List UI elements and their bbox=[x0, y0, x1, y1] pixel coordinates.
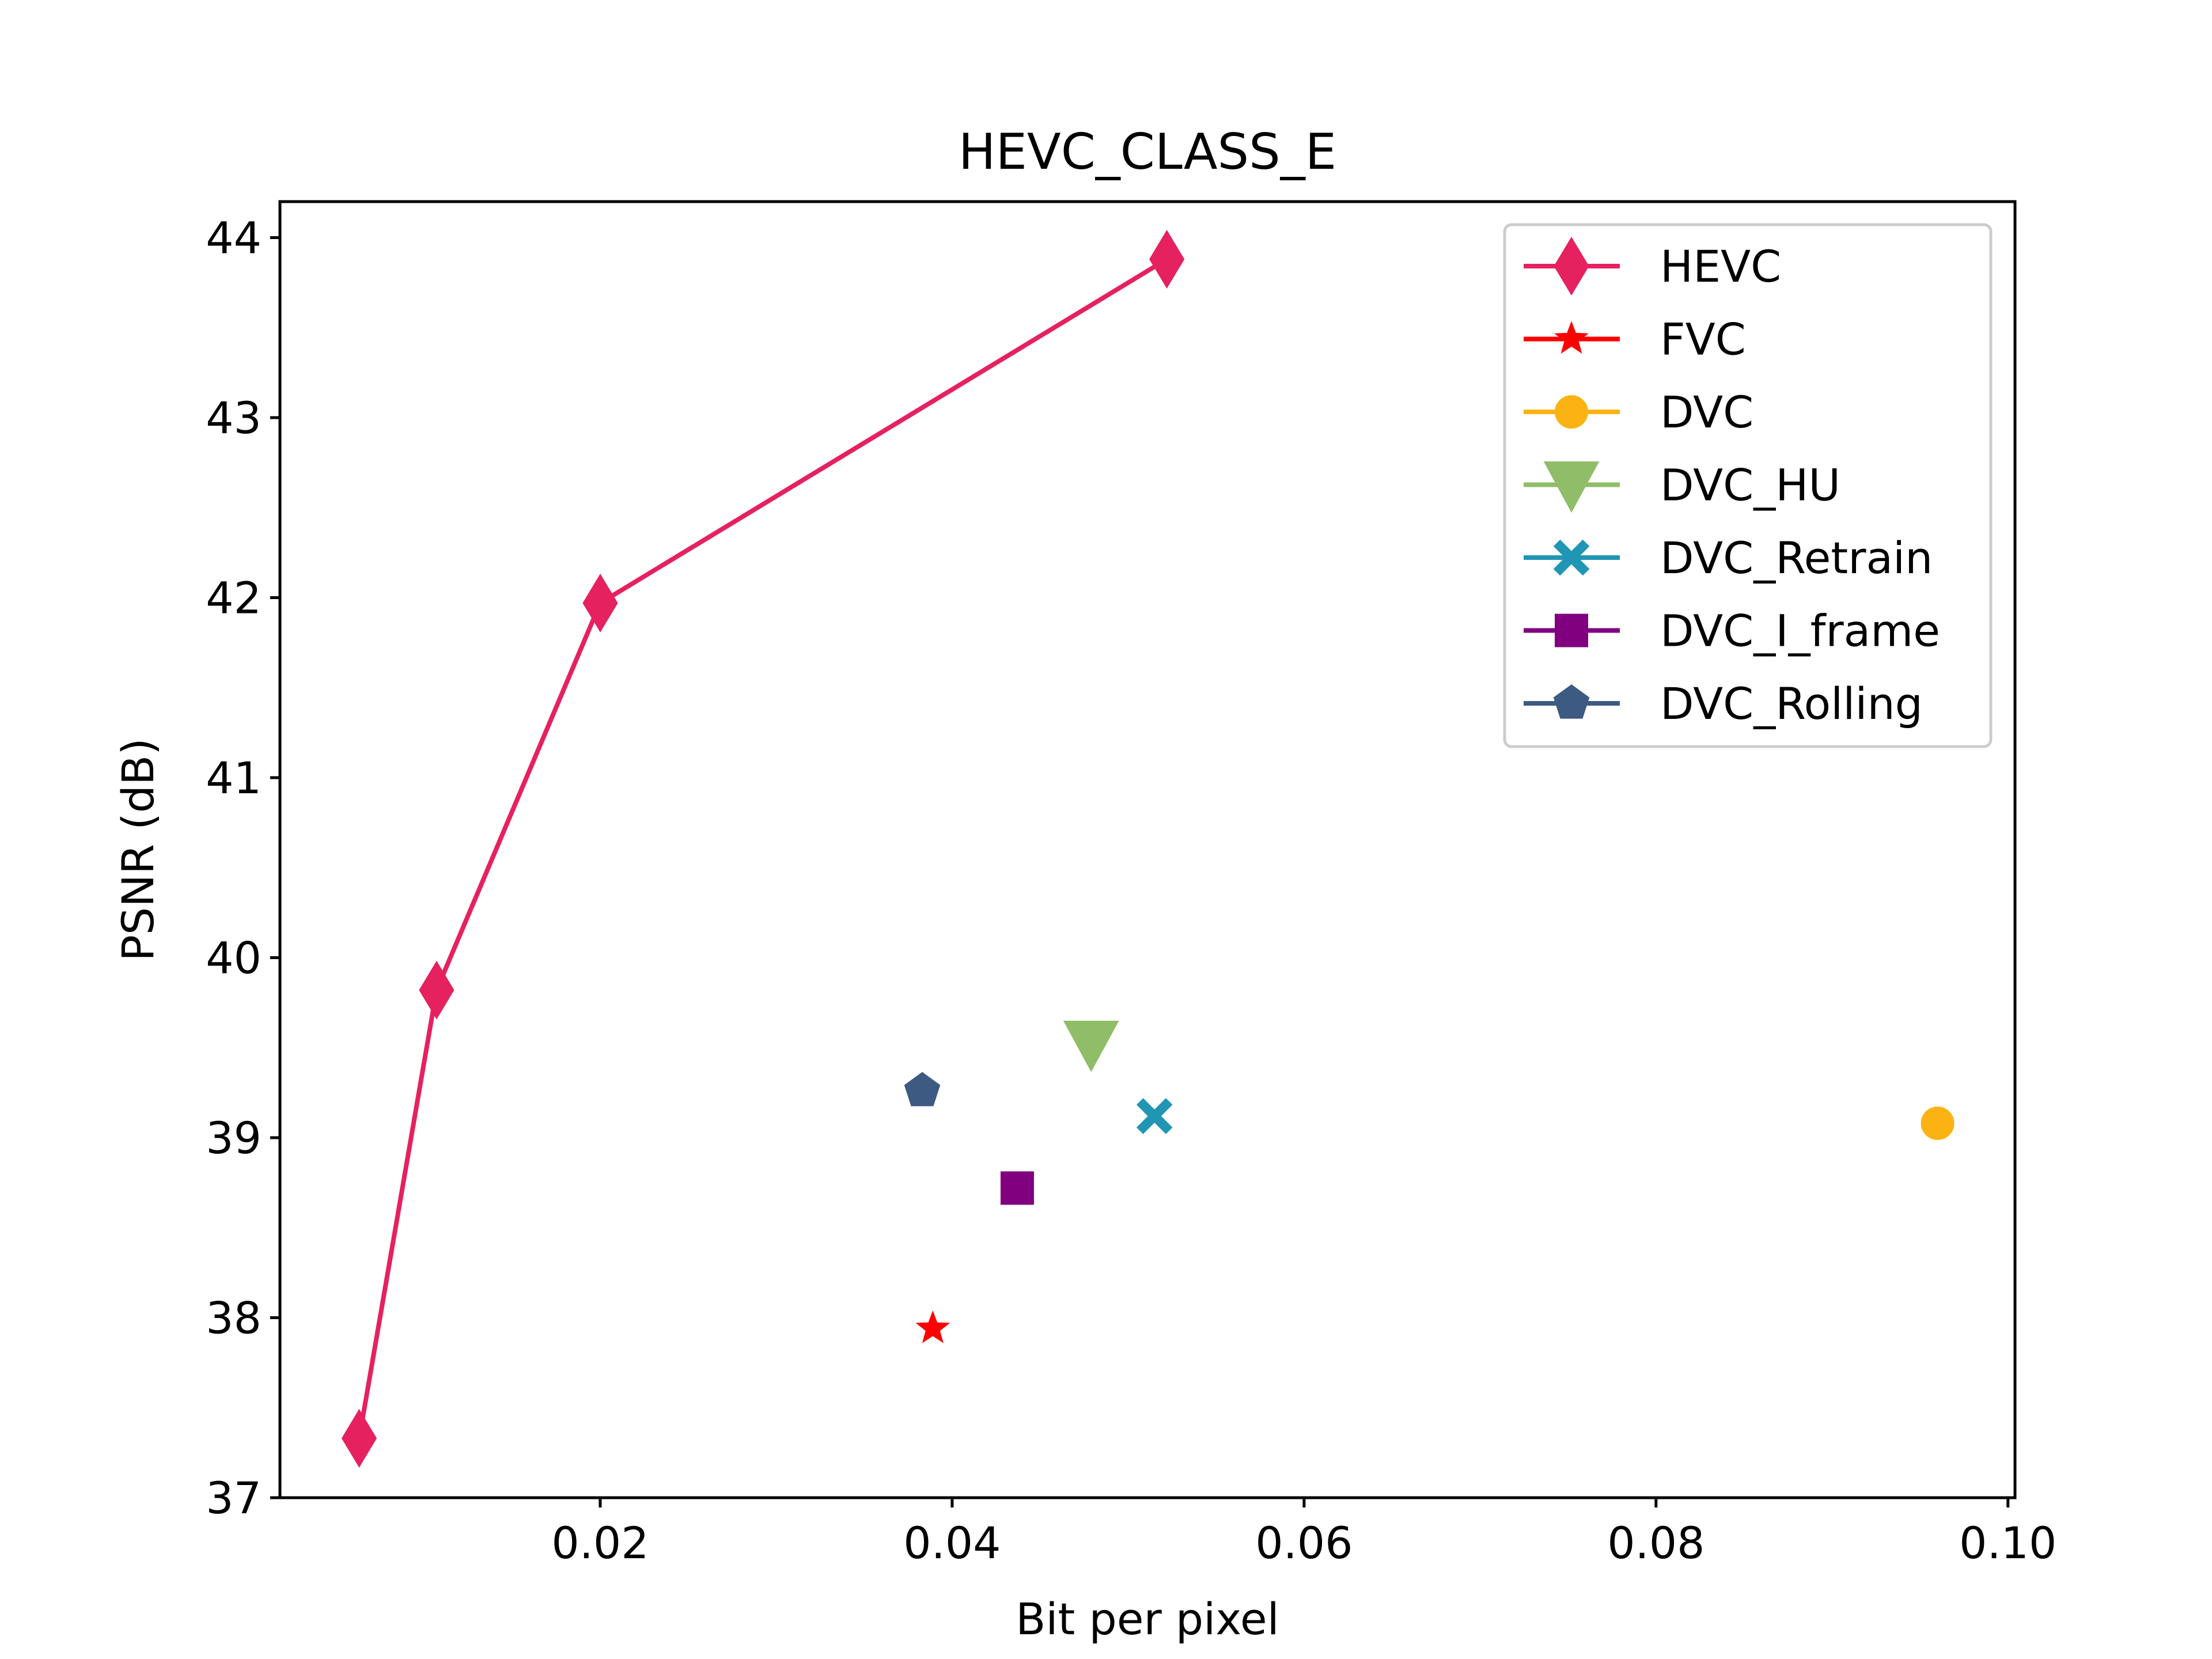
data-point-dvc-rolling-1 bbox=[904, 1071, 941, 1107]
data-point-hevc-2 bbox=[419, 960, 454, 1020]
x-axis-label: Bit per pixel bbox=[1016, 1593, 1279, 1645]
y-axis: 37 38 39 40 41 42 43 44 bbox=[206, 213, 280, 1524]
x-tick-label: 0.04 bbox=[903, 1517, 1001, 1569]
data-point-hevc-4 bbox=[1149, 230, 1185, 289]
legend-marker-dvc-retrain bbox=[1553, 539, 1590, 576]
y-tick-label: 44 bbox=[206, 213, 262, 264]
x-tick-label: 0.10 bbox=[1959, 1517, 2056, 1569]
legend-marker-hevc bbox=[1554, 237, 1589, 296]
y-axis-label: PSNR (dB) bbox=[112, 738, 164, 961]
legend-label-dvc-rolling: DVC_Rolling bbox=[1660, 678, 1923, 729]
x-axis: 0.02 0.04 0.06 0.08 0.10 bbox=[551, 1498, 2056, 1569]
data-point-dvc-1 bbox=[1921, 1107, 1955, 1140]
y-tick-label: 38 bbox=[206, 1293, 262, 1344]
data-point-dvc-retrain-1 bbox=[1136, 1098, 1173, 1134]
x-tick-label: 0.02 bbox=[551, 1517, 649, 1569]
x-tick-label: 0.06 bbox=[1255, 1517, 1353, 1569]
legend-label-dvc-hu: DVC_HU bbox=[1660, 460, 1840, 511]
chart-title: HEVC_CLASS_E bbox=[959, 123, 1336, 181]
plot-frame bbox=[278, 200, 2017, 1499]
legend-label-dvc-i-frame: DVC_I_frame bbox=[1660, 605, 1940, 657]
legend: HEVC FVC DVC DVC_HU DVC_Retrain DVC_I_frame DV… bbox=[1503, 223, 1993, 748]
legend-label-fvc: FVC bbox=[1660, 314, 1746, 365]
legend-marker-dvc-rolling bbox=[1553, 684, 1590, 719]
y-tick-label: 42 bbox=[206, 573, 262, 624]
legend-marker-dvc-i-frame bbox=[1555, 613, 1588, 647]
y-tick-label: 39 bbox=[206, 1112, 262, 1164]
data-point-hevc-3 bbox=[582, 573, 618, 632]
y-tick-label: 40 bbox=[206, 933, 262, 984]
legend-marker-dvc-hu bbox=[1543, 461, 1600, 513]
x-tick-label: 0.08 bbox=[1607, 1517, 1705, 1569]
data-point-fvc-1 bbox=[915, 1310, 950, 1343]
legend-label-dvc: DVC bbox=[1660, 387, 1753, 438]
data-point-dvc-i-frame-1 bbox=[1000, 1171, 1034, 1205]
y-tick-label: 43 bbox=[206, 392, 262, 444]
y-tick-label: 41 bbox=[206, 752, 262, 804]
plot-marks bbox=[341, 230, 1955, 1468]
legend-label-dvc-retrain: DVC_Retrain bbox=[1660, 532, 1933, 584]
legend-marker-dvc bbox=[1555, 395, 1588, 429]
series-line-hevc bbox=[357, 257, 1168, 1439]
legend-box bbox=[1503, 223, 1993, 748]
data-point-hevc-1 bbox=[341, 1408, 377, 1468]
y-tick-label: 37 bbox=[206, 1472, 262, 1524]
legend-label-hevc: HEVC bbox=[1660, 241, 1781, 292]
legend-marker-fvc bbox=[1554, 321, 1589, 354]
data-point-dvc-hu-1 bbox=[1063, 1021, 1119, 1073]
